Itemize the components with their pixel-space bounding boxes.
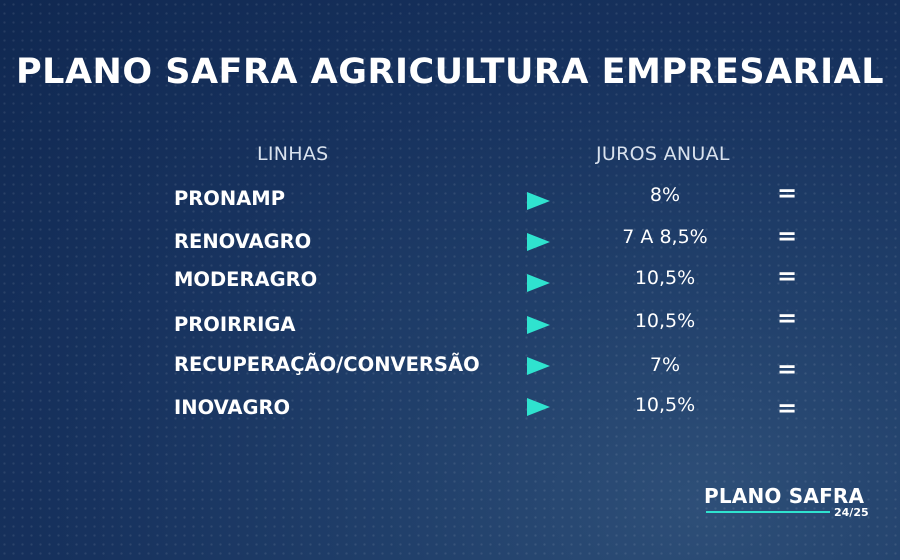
plano-safra-logo: PLANO SAFRA 24/25 bbox=[704, 484, 869, 519]
row-name-inovagro: INOVAGRO bbox=[174, 396, 291, 419]
arrow-right-icon bbox=[527, 316, 550, 334]
column-header-juros: JUROS ANUAL bbox=[596, 143, 730, 165]
equals-icon: = bbox=[777, 179, 798, 207]
arrow-right-icon bbox=[527, 357, 550, 375]
equals-icon: = bbox=[777, 394, 798, 422]
arrow-right-icon bbox=[527, 192, 550, 210]
row-rate-recuperacao-conversao: 7% bbox=[649, 354, 681, 376]
row-name-pronamp: PRONAMP bbox=[174, 187, 285, 210]
row-name-renovagro: RENOVAGRO bbox=[174, 230, 312, 253]
row-name-recuperacao-conversao: RECUPERAÇÃO/CONVERSÃO bbox=[174, 353, 480, 376]
row-rate-renovagro: 7 A 8,5% bbox=[622, 226, 708, 248]
page-title: PLANO SAFRA AGRICULTURA EMPRESARIAL bbox=[15, 52, 885, 92]
equals-icon: = bbox=[777, 355, 798, 383]
equals-icon: = bbox=[777, 222, 798, 250]
equals-icon: = bbox=[777, 262, 798, 290]
column-header-linhas: LINHAS bbox=[257, 143, 329, 165]
row-rate-inovagro: 10,5% bbox=[634, 394, 696, 416]
arrow-right-icon bbox=[527, 274, 550, 292]
logo-title: PLANO SAFRA bbox=[704, 484, 865, 508]
equals-icon: = bbox=[777, 304, 798, 332]
arrow-right-icon bbox=[527, 398, 550, 416]
logo-underline bbox=[706, 511, 830, 513]
row-name-proirriga: PROIRRIGA bbox=[174, 313, 296, 336]
row-rate-moderagro: 10,5% bbox=[634, 267, 696, 289]
arrow-right-icon bbox=[527, 233, 550, 251]
row-rate-proirriga: 10,5% bbox=[634, 310, 696, 332]
row-name-moderagro: MODERAGRO bbox=[174, 268, 318, 291]
row-rate-pronamp: 8% bbox=[649, 184, 681, 206]
logo-year: 24/25 bbox=[834, 506, 869, 519]
